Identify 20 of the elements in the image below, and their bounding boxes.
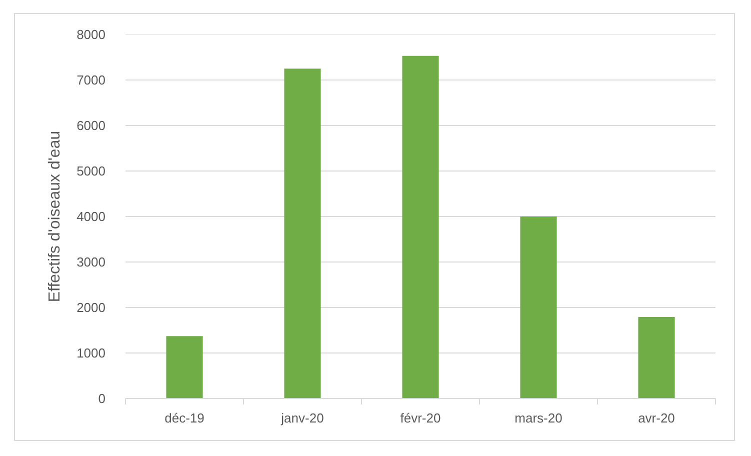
bar — [638, 317, 675, 398]
x-tick-label: avr-20 — [638, 410, 675, 426]
x-tick-label: févr-20 — [400, 410, 441, 426]
y-tick-label: 5000 — [76, 164, 106, 178]
bar — [520, 216, 557, 398]
bar — [284, 68, 321, 398]
x-tick-label: mars-20 — [514, 410, 562, 426]
y-tick-label: 6000 — [76, 118, 106, 133]
x-tick-label: déc-19 — [164, 410, 204, 426]
y-tick-label: 8000 — [76, 27, 106, 42]
y-tick-label: 4000 — [76, 209, 106, 224]
bar — [402, 56, 439, 398]
y-tick-label: 7000 — [76, 72, 106, 88]
y-tick-label: 2000 — [76, 300, 106, 315]
y-tick-label: 3000 — [76, 254, 106, 270]
x-tick-label: janv-20 — [280, 410, 324, 426]
y-tick-label: 0 — [98, 391, 106, 406]
bar — [166, 336, 203, 398]
y-axis-title: Effectifs d'oiseaux d'eau — [46, 130, 64, 302]
y-tick-label: 1000 — [76, 346, 106, 360]
